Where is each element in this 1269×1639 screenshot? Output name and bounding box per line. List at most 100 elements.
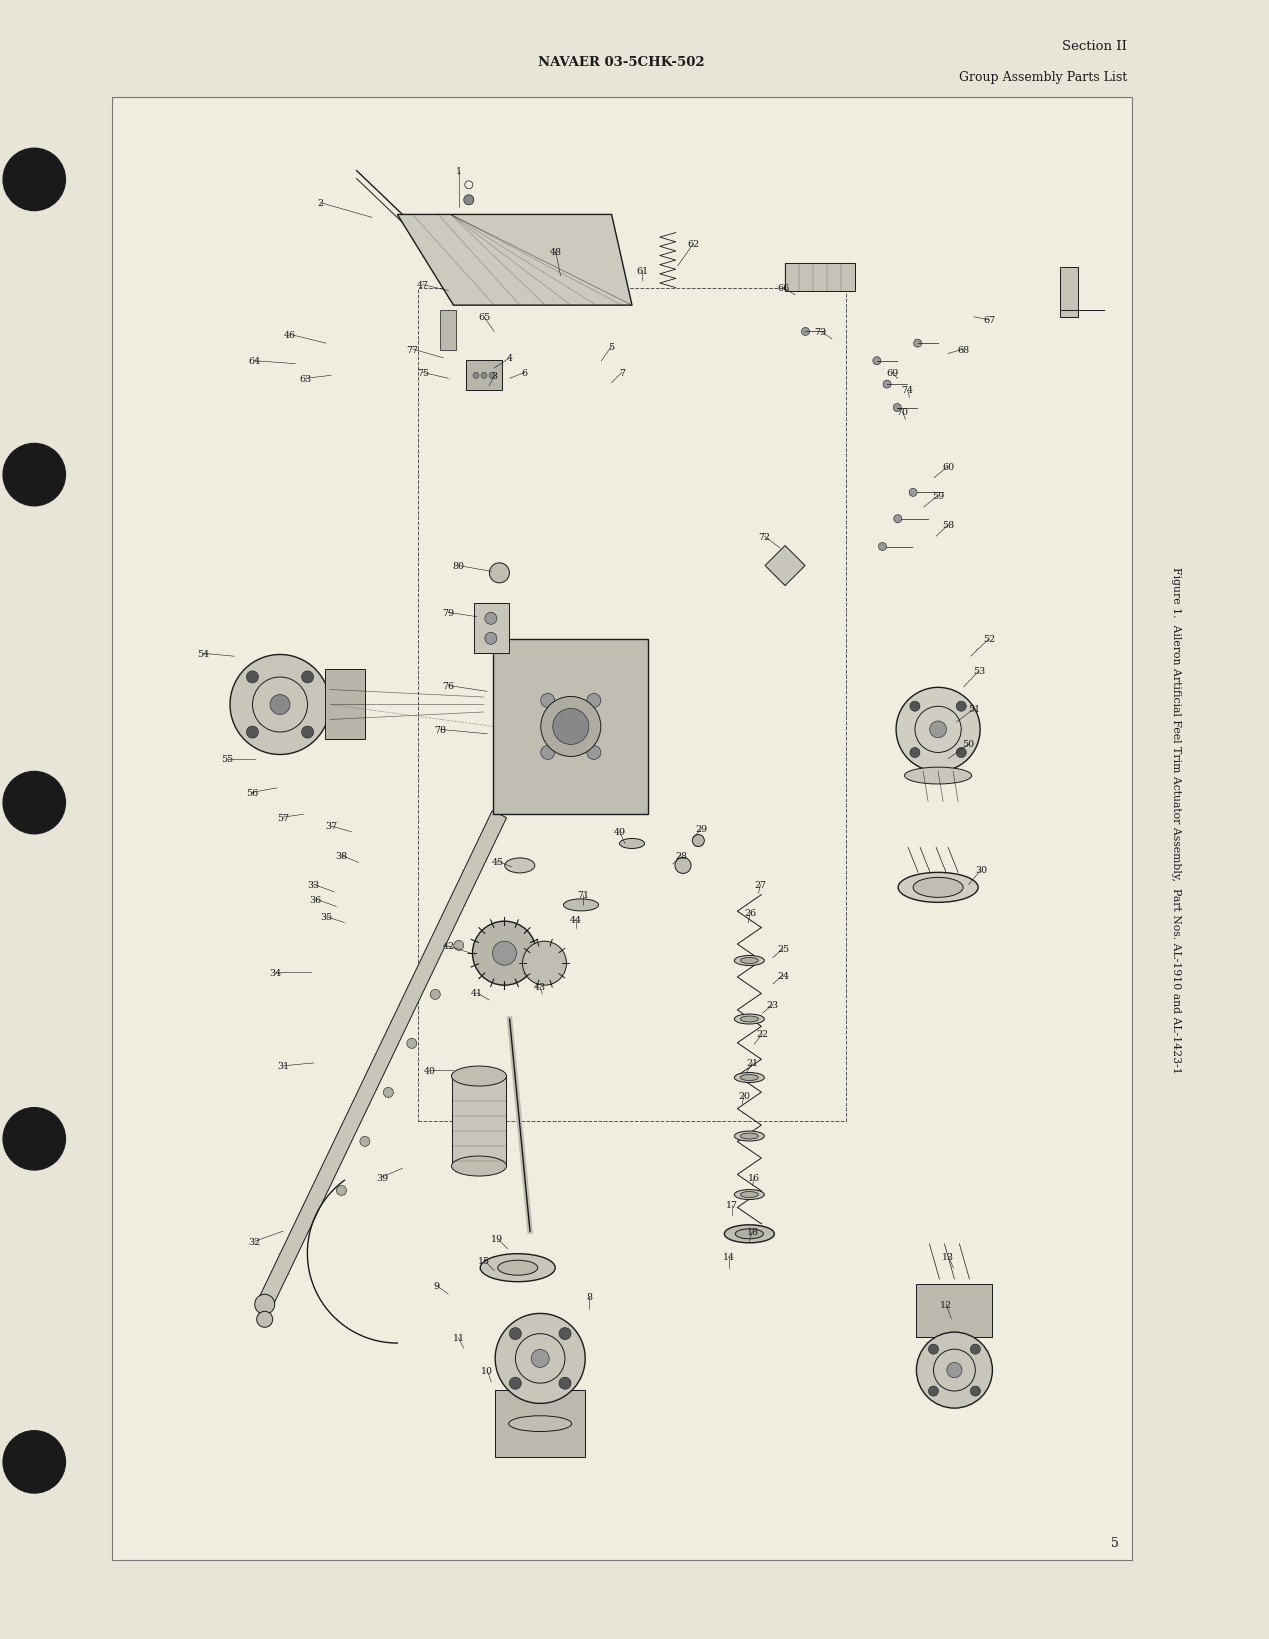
Ellipse shape xyxy=(735,1190,764,1200)
Text: NAVAER 03-5CHK-502: NAVAER 03-5CHK-502 xyxy=(538,56,706,69)
Circle shape xyxy=(336,1185,346,1196)
Ellipse shape xyxy=(740,1192,759,1198)
Bar xyxy=(786,264,855,292)
Text: 45: 45 xyxy=(491,857,504,865)
Text: 3: 3 xyxy=(491,372,497,380)
Circle shape xyxy=(971,1387,981,1396)
Ellipse shape xyxy=(509,1416,572,1431)
Circle shape xyxy=(302,726,313,739)
Text: 10: 10 xyxy=(481,1365,494,1375)
Circle shape xyxy=(246,726,259,739)
Ellipse shape xyxy=(740,1075,759,1080)
Circle shape xyxy=(489,374,495,379)
Text: 47: 47 xyxy=(416,280,429,290)
Bar xyxy=(494,639,648,815)
Text: 59: 59 xyxy=(931,492,944,500)
Text: 28: 28 xyxy=(675,851,687,860)
Text: 72: 72 xyxy=(759,533,770,541)
Text: 49: 49 xyxy=(614,828,626,838)
Circle shape xyxy=(560,1377,571,1390)
Circle shape xyxy=(893,405,901,413)
Circle shape xyxy=(3,1431,66,1493)
Text: 6: 6 xyxy=(522,369,528,377)
Text: 50: 50 xyxy=(963,741,975,749)
Circle shape xyxy=(586,693,600,708)
Ellipse shape xyxy=(725,1224,774,1242)
Text: 53: 53 xyxy=(973,667,985,675)
Bar xyxy=(112,98,1132,1560)
Circle shape xyxy=(509,1377,522,1390)
Text: 2: 2 xyxy=(317,198,324,208)
Circle shape xyxy=(957,747,966,759)
Bar xyxy=(440,310,457,351)
Text: 77: 77 xyxy=(406,346,419,354)
Text: 70: 70 xyxy=(896,408,909,418)
Circle shape xyxy=(896,688,980,772)
Text: 39: 39 xyxy=(376,1174,388,1182)
Ellipse shape xyxy=(740,1133,759,1139)
Circle shape xyxy=(3,149,66,211)
Circle shape xyxy=(893,515,902,523)
Text: 38: 38 xyxy=(335,851,348,860)
Bar xyxy=(452,1077,506,1167)
Text: 25: 25 xyxy=(777,944,789,954)
Bar xyxy=(916,1283,992,1337)
Ellipse shape xyxy=(619,839,645,849)
Circle shape xyxy=(256,1311,273,1328)
Text: 68: 68 xyxy=(958,346,970,354)
Text: 46: 46 xyxy=(284,331,296,339)
Text: 22: 22 xyxy=(756,1029,769,1039)
Bar xyxy=(418,288,846,1121)
Ellipse shape xyxy=(740,1016,759,1023)
Circle shape xyxy=(910,701,920,711)
Text: 12: 12 xyxy=(940,1300,952,1310)
Text: 35: 35 xyxy=(320,913,332,921)
Circle shape xyxy=(270,695,291,715)
Circle shape xyxy=(957,701,966,711)
Circle shape xyxy=(495,1313,585,1403)
Circle shape xyxy=(3,444,66,506)
Text: 75: 75 xyxy=(416,369,429,377)
Text: 27: 27 xyxy=(755,880,766,890)
Polygon shape xyxy=(765,546,805,587)
Circle shape xyxy=(541,697,600,757)
Text: 41: 41 xyxy=(471,988,483,998)
Circle shape xyxy=(255,1295,274,1314)
Text: Section II: Section II xyxy=(1062,41,1127,54)
Circle shape xyxy=(492,942,516,965)
Text: 42: 42 xyxy=(443,942,454,951)
Text: 21: 21 xyxy=(746,1059,759,1067)
Circle shape xyxy=(430,990,440,1000)
Text: 29: 29 xyxy=(695,824,707,834)
Circle shape xyxy=(532,1349,549,1367)
Ellipse shape xyxy=(480,1254,556,1282)
Circle shape xyxy=(802,328,810,336)
Text: 78: 78 xyxy=(434,726,447,734)
Circle shape xyxy=(481,374,487,379)
Text: 32: 32 xyxy=(249,1237,260,1246)
Text: 66: 66 xyxy=(777,284,789,293)
Circle shape xyxy=(675,857,692,874)
Text: 23: 23 xyxy=(766,1000,779,1010)
Circle shape xyxy=(360,1137,369,1147)
Ellipse shape xyxy=(735,1074,764,1083)
Circle shape xyxy=(463,195,473,205)
Circle shape xyxy=(914,339,921,347)
Text: 55: 55 xyxy=(221,754,233,764)
Text: 44: 44 xyxy=(570,916,582,924)
Text: 26: 26 xyxy=(745,908,756,918)
Text: 76: 76 xyxy=(443,682,454,690)
Text: 71: 71 xyxy=(577,890,589,900)
Circle shape xyxy=(302,672,313,683)
Text: 17: 17 xyxy=(726,1201,739,1210)
Ellipse shape xyxy=(735,1229,764,1239)
Circle shape xyxy=(971,1344,981,1354)
Circle shape xyxy=(541,693,555,708)
Text: 13: 13 xyxy=(943,1252,954,1260)
Ellipse shape xyxy=(497,1260,538,1275)
Circle shape xyxy=(523,942,566,985)
Text: 48: 48 xyxy=(549,247,561,256)
Text: 19: 19 xyxy=(491,1234,504,1244)
Text: 5: 5 xyxy=(609,343,614,351)
Circle shape xyxy=(485,633,497,644)
